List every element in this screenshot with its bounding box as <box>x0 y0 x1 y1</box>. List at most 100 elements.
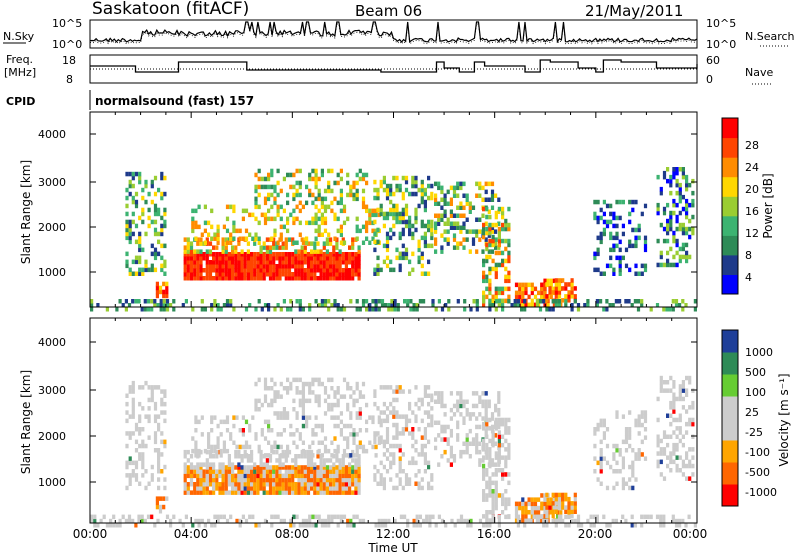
heatmap-cell <box>325 482 329 487</box>
heatmap-cell <box>272 264 276 269</box>
heatmap-cell <box>385 431 390 436</box>
heatmap-cell <box>243 490 247 495</box>
heatmap-cell <box>688 375 692 381</box>
heatmap-cell <box>311 216 315 222</box>
heatmap-cell <box>131 219 135 225</box>
heatmap-cell <box>332 264 336 269</box>
heatmap-cell <box>408 389 412 394</box>
heatmap-cell <box>327 168 331 174</box>
heatmap-cell <box>374 307 378 312</box>
heatmap-cell <box>291 482 295 487</box>
heatmap-cell <box>183 477 187 483</box>
xaxis-label: Time UT <box>367 541 418 554</box>
heatmap-cell <box>134 171 139 177</box>
heatmap-cell <box>243 264 247 269</box>
heatmap-cell <box>497 412 501 417</box>
heatmap-cell <box>203 204 207 210</box>
heatmap-cell <box>138 171 142 177</box>
heatmap-cell <box>418 514 422 520</box>
heatmap-cell <box>270 216 274 222</box>
heatmap-cell <box>241 444 245 450</box>
heatmap-cell <box>197 224 201 230</box>
heatmap-cell <box>317 440 321 445</box>
heatmap-cell <box>96 303 100 308</box>
heatmap-cell <box>191 208 195 214</box>
heatmap-cell <box>310 469 314 474</box>
heatmap-cell <box>478 193 482 198</box>
heatmap-cell <box>358 394 362 399</box>
heatmap-cell <box>238 523 242 528</box>
heatmap-cell <box>124 299 128 304</box>
heatmap-cell <box>162 299 166 304</box>
heatmap-cell <box>497 242 501 248</box>
heatmap-cell <box>395 485 399 491</box>
heatmap-cell <box>341 256 345 261</box>
heatmap-cell <box>131 473 135 478</box>
heatmap-cell <box>361 200 366 206</box>
heatmap-cell <box>631 207 635 213</box>
heatmap-cell <box>504 266 508 272</box>
heatmap-cell <box>681 396 685 402</box>
heatmap-cell <box>494 417 498 423</box>
heatmap-cell <box>153 431 158 436</box>
heatmap-cell <box>527 294 531 300</box>
heatmap-cell <box>329 469 333 474</box>
heatmap-cell <box>685 258 689 264</box>
heatmap-cell <box>199 256 203 261</box>
heatmap-cell <box>513 303 517 308</box>
heatmap-cell <box>327 377 331 383</box>
xtick-0400: 04:00 <box>174 527 209 541</box>
heatmap-cell <box>272 268 276 273</box>
heatmap-cell <box>272 449 276 455</box>
heatmap-cell <box>205 458 209 463</box>
heatmap-cell <box>183 245 187 250</box>
heatmap-cell <box>317 518 321 524</box>
heatmap-cell <box>308 518 312 524</box>
heatmap-cell <box>358 307 362 312</box>
heatmap-cell <box>365 448 369 454</box>
heatmap-cell <box>351 490 355 495</box>
heatmap-cell <box>570 303 574 308</box>
heatmap-cell <box>199 482 203 487</box>
heatmap-cell <box>341 268 345 273</box>
heatmap-cell <box>488 489 492 494</box>
power-ytick-3000: 3000 <box>38 176 66 189</box>
heatmap-cell <box>497 434 501 439</box>
heatmap-cell <box>634 227 638 233</box>
heatmap-cell <box>134 448 139 453</box>
heatmap-cell <box>593 251 597 257</box>
heatmap-cell <box>691 421 695 427</box>
heatmap-cell <box>593 199 597 205</box>
heatmap-cell <box>243 260 247 265</box>
heatmap-cell <box>144 267 148 273</box>
heatmap-cell <box>440 217 444 222</box>
heatmap-cell <box>514 294 519 300</box>
heatmap-cell <box>443 449 447 455</box>
heatmap-cell <box>420 195 424 201</box>
heatmap-cell <box>115 523 119 528</box>
heatmap-cell <box>415 523 419 528</box>
heatmap-cell <box>398 448 402 453</box>
heatmap-cell <box>134 259 139 265</box>
heatmap-cell <box>216 440 220 445</box>
heatmap-cell <box>250 256 254 261</box>
heatmap-cell <box>599 464 603 470</box>
heatmap-cell <box>150 219 154 225</box>
heatmap-cell <box>256 272 260 277</box>
heatmap-cell <box>361 204 366 210</box>
heatmap-cell <box>158 285 163 291</box>
heatmap-cell <box>423 239 427 245</box>
heatmap-cell <box>456 407 460 413</box>
heatmap-cell <box>281 245 285 250</box>
heatmap-cell <box>231 249 235 254</box>
heatmap-cell <box>319 260 323 265</box>
heatmap-cell <box>125 401 129 407</box>
heatmap-cell <box>314 212 318 218</box>
freq-tick-left-top: 18 <box>62 54 76 67</box>
heatmap-cell <box>656 442 660 448</box>
heatmap-cell <box>158 496 163 501</box>
heatmap-cell <box>678 523 682 528</box>
heatmap-cell <box>678 430 682 435</box>
heatmap-cell <box>282 299 286 304</box>
heatmap-cell <box>303 482 307 487</box>
